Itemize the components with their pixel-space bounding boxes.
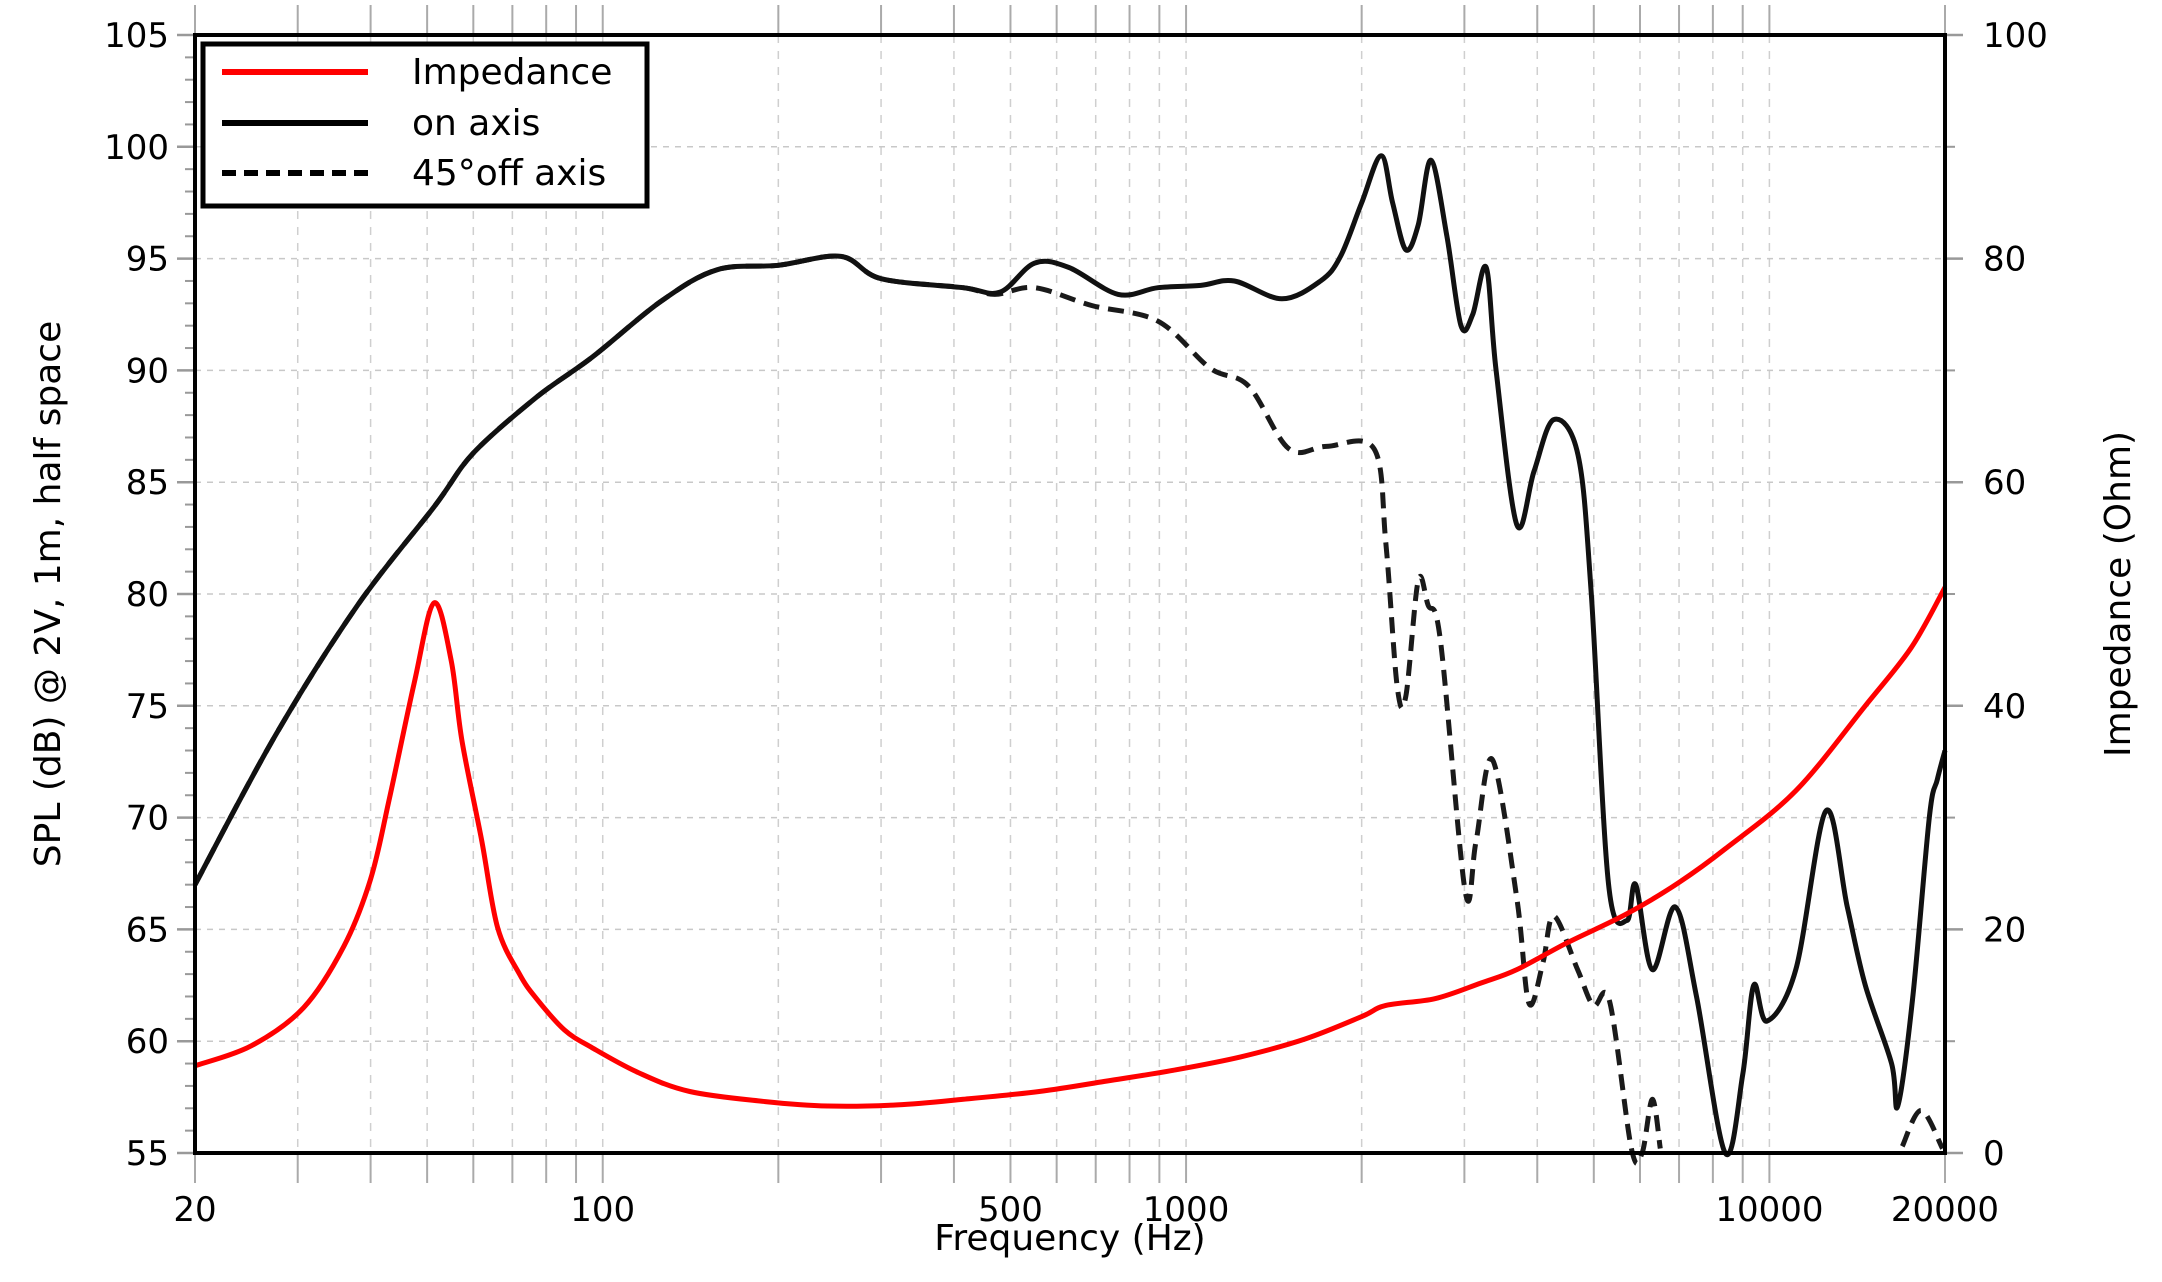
x-tick-label: 100: [570, 1190, 635, 1230]
legend-label-impedance: Impedance: [412, 52, 612, 93]
series-45-off-axis-line: [192, 253, 1945, 1166]
y-tick-label: 85: [126, 463, 169, 503]
legend-label-off-axis: 45°off axis: [412, 153, 606, 194]
plot-frame: [193, 33, 1947, 1155]
y2-tick-label: 100: [1983, 16, 2048, 56]
y-tick-label: 60: [126, 1022, 169, 1062]
y-tick-label: 105: [104, 16, 169, 56]
series-impedance-line: [194, 586, 1948, 1109]
series-on-axis-line: [192, 153, 1948, 1158]
series-layer: [192, 153, 1948, 1166]
y2-tick-label: 0: [1983, 1134, 2005, 1174]
tick-labels: 55 60 65 70 75 80 85 90 95 100 105 0 20 40 60 80 100 20 10…: [104, 16, 2048, 1230]
y2-tick-label: 20: [1983, 910, 2026, 950]
y-tick-label: 90: [126, 351, 169, 391]
y2-tick-label: 40: [1983, 687, 2026, 727]
x-axis-title: Frequency (Hz): [934, 1218, 1205, 1259]
y-tick-label: 100: [104, 128, 169, 168]
x-tick-label: 20: [173, 1190, 216, 1230]
legend-label-on-axis: on axis: [412, 103, 540, 144]
y2-axis-title: Impedance (Ohm): [2098, 431, 2139, 757]
y2-tick-label: 60: [1983, 463, 2026, 503]
x-tick-label: 1000: [1143, 1190, 1230, 1230]
y-axis-title: SPL (dB) @ 2V, 1m, half space: [28, 321, 69, 867]
legend: Impedance on axis 45°off axis: [200, 41, 650, 209]
x-tick-label: 10000: [1715, 1190, 1823, 1230]
y-tick-label: 95: [126, 240, 169, 280]
x-tick-label: 20000: [1891, 1190, 1999, 1230]
x-tick-label: 500: [978, 1190, 1043, 1230]
y-tick-label: 70: [126, 799, 169, 839]
y2-tick-label: 80: [1983, 240, 2026, 280]
y-tick-label: 75: [126, 687, 169, 727]
grid-lines: [195, 35, 1945, 1153]
y-tick-label: 65: [126, 910, 169, 950]
y-tick-label: 80: [126, 575, 169, 615]
y-tick-label: 55: [126, 1134, 169, 1174]
